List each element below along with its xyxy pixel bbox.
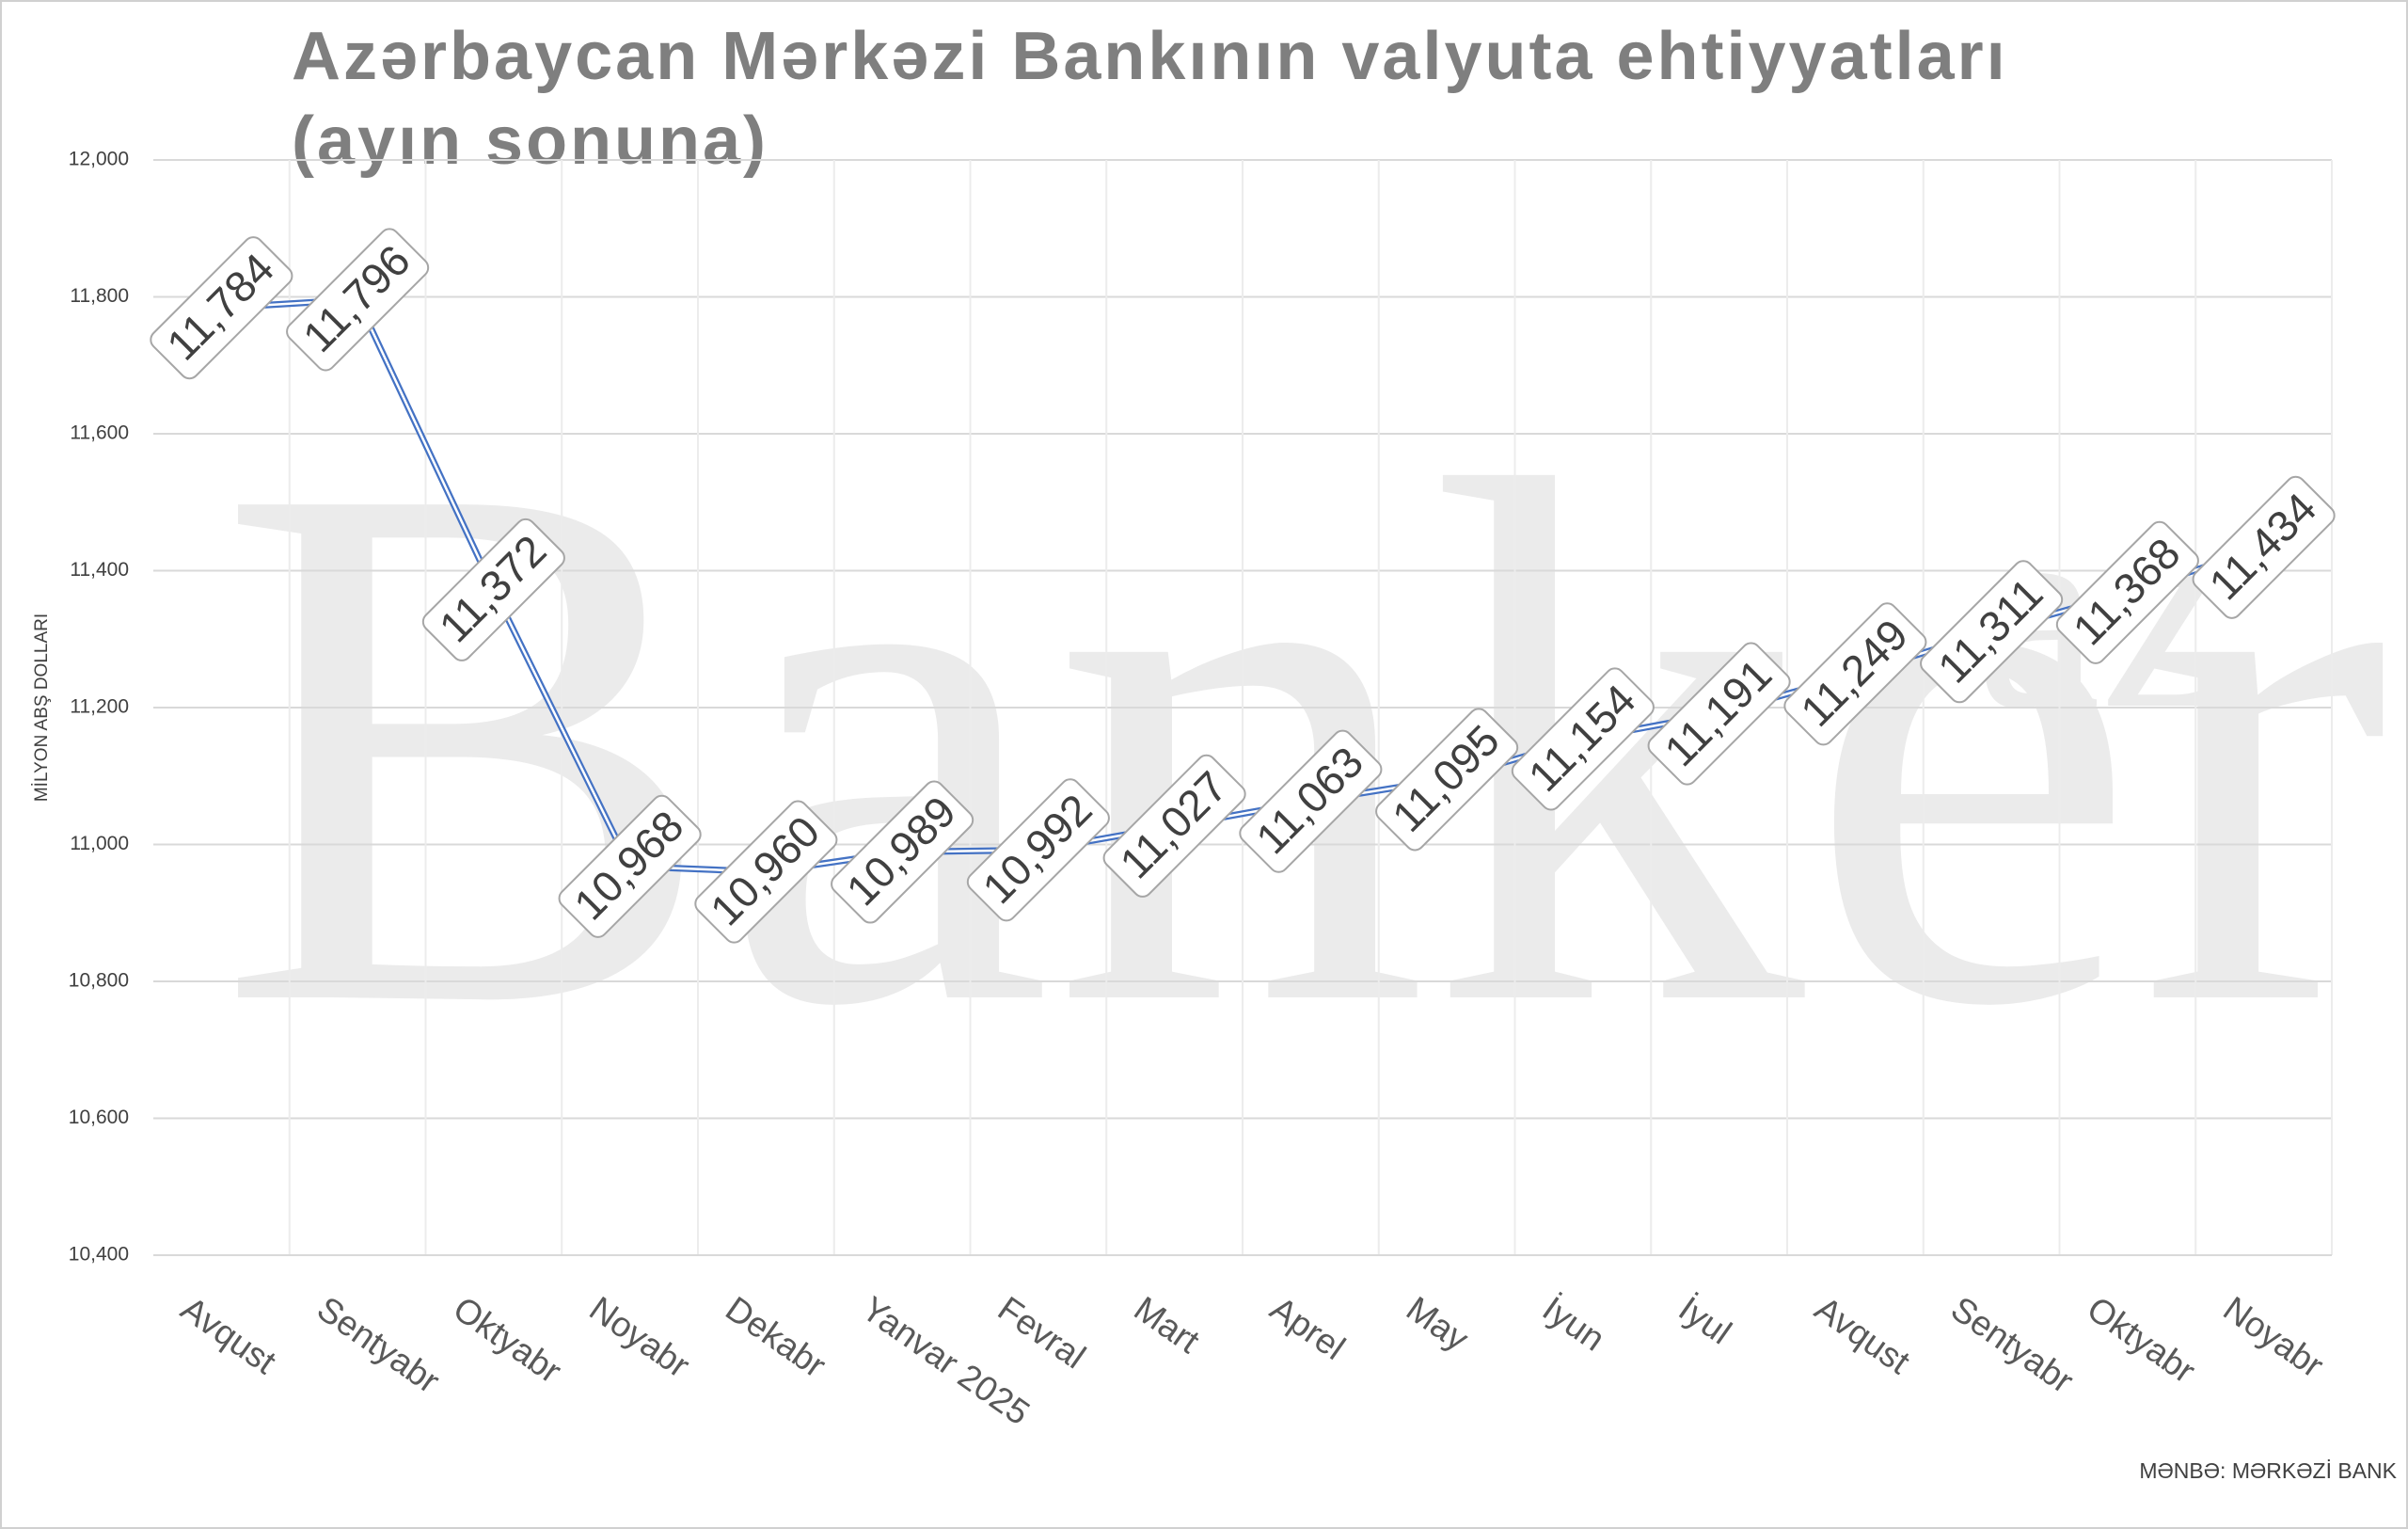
data-label-box — [2192, 475, 2336, 619]
data-label-box — [966, 778, 1110, 922]
data-label-box — [150, 236, 293, 380]
series-line-inner — [221, 298, 2265, 873]
data-label-box — [421, 518, 565, 661]
data-label-box — [1102, 754, 1246, 898]
y-tick-label: 10,800 — [69, 970, 129, 992]
y-tick-label: 11,600 — [70, 422, 129, 444]
data-label-box — [1511, 667, 1655, 811]
source: MƏNBƏ: MƏRKƏZİ BANK — [2139, 1458, 2397, 1483]
y-tick-label: 10,600 — [69, 1107, 129, 1128]
data-label-box — [1647, 642, 1791, 786]
chart-title: Azərbaycan Mərkəzi Bankının valyuta ehti… — [292, 19, 2008, 94]
data-label-box — [694, 800, 838, 944]
data-label-box — [1239, 729, 1383, 873]
data-label-box — [831, 780, 974, 924]
y-tick-label: 11,800 — [70, 285, 129, 307]
chart-title: (ayın sonuna) — [292, 104, 768, 179]
data-label-box — [1920, 560, 2064, 704]
y-tick-label: 11,400 — [70, 559, 129, 581]
y-tick-label: 10,400 — [69, 1244, 129, 1266]
y-axis-label: MİLYON ABŞ DOLLARI — [32, 613, 52, 802]
y-tick-label: 11,000 — [70, 833, 129, 854]
y-tick-label: 12,000 — [69, 149, 129, 170]
y-tick-label: 11,200 — [70, 696, 129, 718]
data-label-box — [1783, 602, 1927, 746]
data-label-box — [1375, 708, 1519, 852]
data-label-box — [286, 228, 430, 372]
data-label-box — [2055, 520, 2199, 664]
watermark: Banker — [216, 327, 2389, 1161]
data-label-box — [558, 794, 702, 938]
